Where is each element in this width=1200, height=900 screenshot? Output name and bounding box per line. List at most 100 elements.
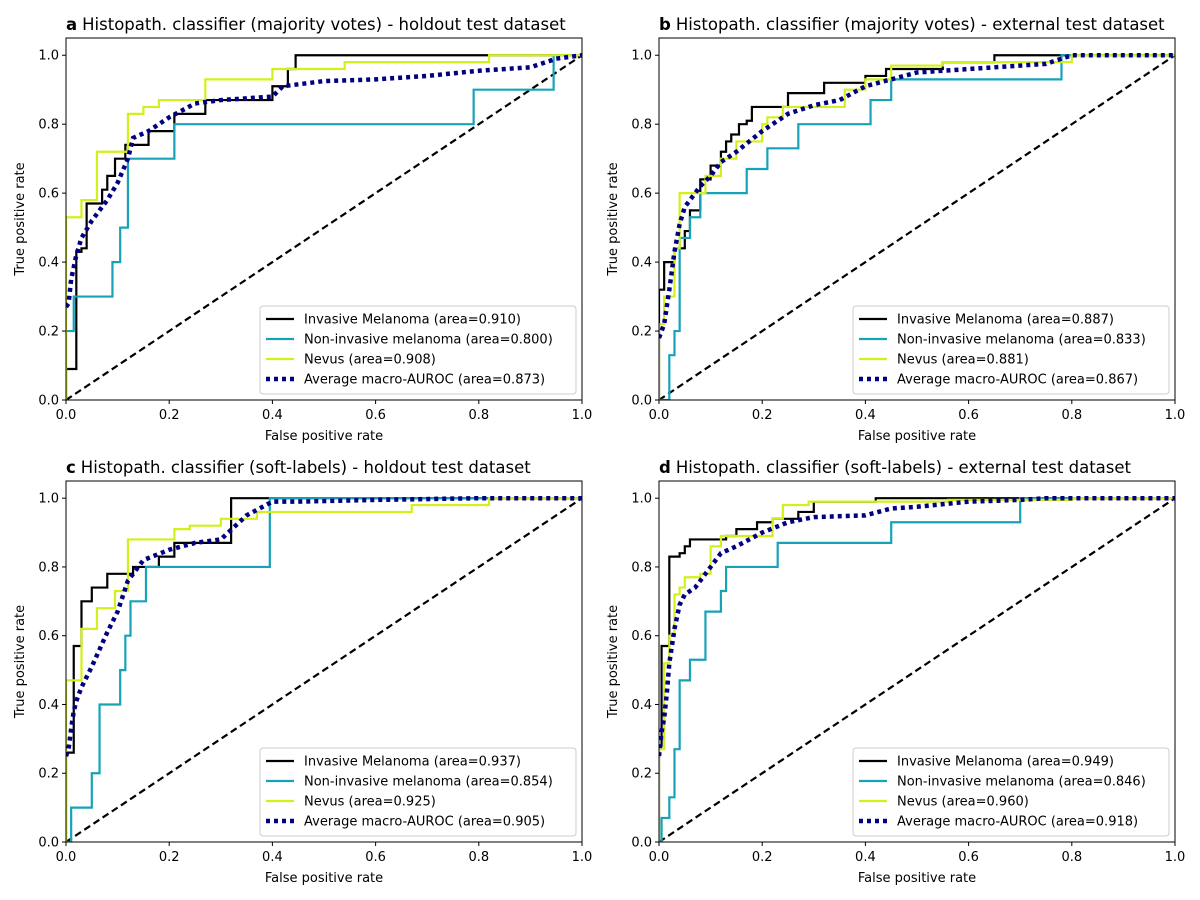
legend-label-series-2: Non-invasive melanoma (area=0.800) [304, 333, 553, 348]
chart-panel-d: d Histopath. classifier (soft-labels) - e… [606, 458, 1185, 886]
y-tick-label: 0.0 [631, 394, 652, 409]
roc-curve-series-1 [659, 54, 1175, 400]
panel-title-text: Histopath. classifier (soft-labels) - ho… [81, 458, 531, 477]
y-tick-label: 0.4 [631, 698, 652, 713]
panel-title: d Histopath. classifier (soft-labels) - e… [659, 458, 1132, 477]
roc-curve-series-2 [659, 497, 1175, 842]
y-tick-label: 0.2 [631, 767, 652, 782]
x-tick-label: 0.2 [159, 408, 180, 423]
y-tick-label: 1.0 [631, 49, 652, 64]
y-tick-label: 0.2 [38, 325, 59, 340]
x-tick-label: 0.0 [56, 850, 77, 865]
y-tick-label: 0.0 [631, 836, 652, 851]
legend: Invasive Melanoma (area=0.949) Non-invasi… [852, 747, 1170, 837]
roc-curve-series-2 [659, 54, 1175, 400]
roc-curve-series-3 [659, 497, 1175, 842]
axes-frame [65, 480, 583, 843]
x-tick-label: 0.0 [56, 408, 77, 423]
x-tick-label: 0.8 [1061, 850, 1082, 865]
legend-box [852, 747, 1170, 837]
panel-title-text: Histopath. classifier (majority votes) -… [82, 15, 566, 34]
axes-frame [658, 480, 1176, 843]
y-axis-label: True positive rate [13, 605, 28, 719]
y-tick-label: 1.0 [38, 49, 59, 64]
x-axis-label: False positive rate [265, 871, 383, 886]
panel-title: a Histopath. classifier (majority votes) … [66, 15, 566, 34]
legend-box [852, 305, 1170, 395]
x-tick-label: 0.0 [649, 408, 670, 423]
panel-letter: a [66, 15, 77, 34]
legend-label-series-4: Average macro-AUROC (area=0.873) [304, 373, 545, 388]
reference-diagonal-line [659, 497, 1175, 842]
legend-label-series-4: Average macro-AUROC (area=0.867) [897, 373, 1138, 388]
chart-panel-a: a Histopath. classifier (majority votes) … [13, 15, 592, 444]
legend-label-series-3: Nevus (area=0.881) [897, 353, 1029, 368]
x-tick-label: 0.2 [159, 850, 180, 865]
legend-label-series-1: Invasive Melanoma (area=0.910) [304, 313, 521, 328]
roc-curve-series-4 [66, 495, 582, 757]
x-tick-label: 0.8 [1061, 408, 1082, 423]
roc-curve-series-1 [66, 54, 582, 400]
chart-panel-c: c Histopath. classifier (soft-labels) - h… [13, 458, 592, 886]
x-tick-label: 0.4 [855, 408, 876, 423]
x-tick-label: 0.8 [468, 408, 489, 423]
y-axis-label: True positive rate [606, 162, 621, 276]
y-tick-label: 0.8 [631, 560, 652, 575]
x-tick-label: 0.8 [468, 850, 489, 865]
x-tick-label: 1.0 [1165, 408, 1186, 423]
y-axis-label: True positive rate [606, 605, 621, 719]
legend-label-series-4: Average macro-AUROC (area=0.918) [897, 815, 1138, 830]
x-tick-label: 0.0 [649, 850, 670, 865]
x-tick-label: 0.4 [262, 408, 283, 423]
panel-title: b Histopath. classifier (majority votes) … [659, 15, 1165, 34]
legend: Invasive Melanoma (area=0.937) Non-invasi… [259, 747, 577, 837]
x-axis-label: False positive rate [265, 429, 383, 444]
legend-label-series-1: Invasive Melanoma (area=0.937) [304, 755, 521, 770]
axes-frame [65, 37, 583, 401]
x-tick-label: 0.2 [752, 408, 773, 423]
legend-label-series-3: Nevus (area=0.960) [897, 795, 1029, 810]
legend-box [259, 305, 577, 395]
y-tick-label: 0.4 [38, 698, 59, 713]
x-tick-label: 0.6 [958, 408, 979, 423]
y-tick-label: 0.6 [631, 187, 652, 202]
panel-title: c Histopath. classifier (soft-labels) - h… [66, 458, 531, 477]
roc-curve-series-4 [66, 53, 582, 309]
y-tick-label: 0.2 [631, 325, 652, 340]
legend-box [259, 747, 577, 837]
x-axis-label: False positive rate [858, 871, 976, 886]
legend-label-series-2: Non-invasive melanoma (area=0.854) [304, 775, 553, 790]
y-tick-label: 0.2 [38, 767, 59, 782]
panel-title-text: Histopath. classifier (soft-labels) - ex… [676, 458, 1132, 477]
roc-curve-series-1 [66, 497, 582, 842]
x-tick-label: 0.4 [262, 850, 283, 865]
x-tick-label: 0.4 [855, 850, 876, 865]
panel-letter: b [659, 15, 671, 34]
reference-diagonal-line [66, 497, 582, 842]
reference-diagonal-line [659, 54, 1175, 400]
x-axis-label: False positive rate [858, 429, 976, 444]
panel-letter: d [659, 458, 671, 477]
y-tick-label: 0.8 [38, 560, 59, 575]
y-tick-label: 0.4 [38, 256, 59, 271]
legend-label-series-1: Invasive Melanoma (area=0.949) [897, 755, 1114, 770]
y-axis-label: True positive rate [13, 162, 28, 276]
legend-label-series-2: Non-invasive melanoma (area=0.846) [897, 775, 1146, 790]
legend-label-series-2: Non-invasive melanoma (area=0.833) [897, 333, 1146, 348]
y-tick-label: 0.6 [631, 629, 652, 644]
y-tick-label: 0.4 [631, 256, 652, 271]
y-tick-label: 1.0 [38, 492, 59, 507]
roc-curve-series-3 [66, 497, 582, 842]
roc-curve-series-2 [66, 54, 582, 400]
roc-curve-series-4 [659, 495, 1175, 757]
axes-frame [658, 37, 1176, 401]
x-tick-label: 0.2 [752, 850, 773, 865]
panel-title-text: Histopath. classifier (majority votes) -… [676, 15, 1165, 34]
legend-label-series-1: Invasive Melanoma (area=0.887) [897, 313, 1114, 328]
legend: Invasive Melanoma (area=0.910) Non-invasi… [259, 305, 577, 395]
legend: Invasive Melanoma (area=0.887) Non-invasi… [852, 305, 1170, 395]
roc-curve-series-4 [659, 52, 1175, 339]
x-tick-label: 0.6 [365, 408, 386, 423]
roc-curve-series-2 [66, 497, 582, 842]
